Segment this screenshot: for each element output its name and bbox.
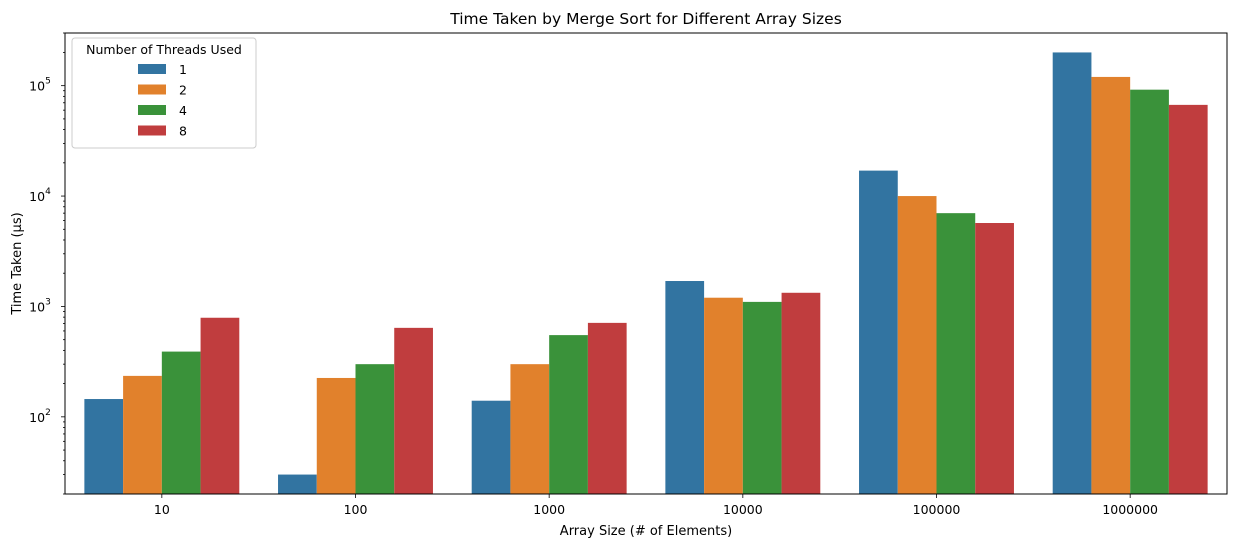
bar-10000-threads-1: [665, 281, 705, 494]
x-tick-label: 100000: [913, 502, 961, 517]
y-tick-label: 102: [29, 408, 51, 425]
bar-10-threads-8: [200, 317, 240, 494]
bar-1000000-threads-1: [1052, 52, 1092, 494]
y-tick-label: 104: [29, 187, 51, 204]
bar-1000-threads-2: [510, 364, 550, 494]
legend-label-8: 8: [179, 124, 187, 139]
legend-swatch-8: [138, 125, 166, 136]
bar-10000-threads-4: [742, 301, 782, 494]
legend-swatch-4: [138, 105, 166, 115]
bar-10000-threads-8: [781, 292, 821, 494]
bar-100000-threads-8: [975, 223, 1014, 494]
legend: Number of Threads Used 1 2 4 8: [71, 37, 257, 149]
bar-100-threads-2: [316, 377, 356, 494]
bar-100-threads-4: [355, 364, 395, 494]
x-tick-label: 1000: [533, 502, 565, 517]
plot-frame: [64, 32, 1228, 495]
y-tick-label: 103: [29, 297, 51, 314]
x-axis: 10 100 1000 10000 100000 1000000: [154, 494, 1158, 517]
bar-1000000-threads-8: [1168, 104, 1208, 495]
bar-100000-threads-2: [897, 196, 937, 494]
bar-100000-threads-4: [936, 213, 976, 494]
x-tick-label: 100: [344, 502, 368, 517]
y-tick-label: 105: [29, 77, 51, 94]
bar-10-threads-4: [161, 351, 201, 494]
chart-title: Time Taken by Merge Sort for Different A…: [449, 10, 842, 28]
y-axis-label: Time Taken (μs): [10, 212, 25, 315]
x-tick-label: 10000: [723, 502, 763, 517]
legend-label-1: 1: [179, 62, 187, 77]
bars-layer: [84, 52, 1208, 495]
legend-swatch-2: [138, 84, 166, 95]
bar-1000-threads-1: [471, 400, 511, 494]
bar-100000-threads-1: [859, 170, 898, 494]
bar-1000-threads-8: [587, 322, 627, 494]
bar-10000-threads-2: [704, 297, 743, 494]
x-tick-label: 1000000: [1102, 502, 1158, 517]
x-tick-label: 10: [154, 502, 170, 517]
legend-label-2: 2: [179, 83, 187, 98]
legend-label-4: 4: [179, 103, 187, 118]
legend-swatch-1: [138, 64, 166, 74]
bar-10-threads-2: [123, 375, 162, 494]
bar-1000000-threads-2: [1091, 76, 1131, 495]
bar-10-threads-1: [84, 399, 124, 494]
bar-100-threads-1: [278, 474, 317, 494]
legend-title: Number of Threads Used: [86, 42, 242, 57]
bar-1000-threads-4: [549, 335, 588, 494]
x-axis-label: Array Size (# of Elements): [560, 524, 732, 539]
bar-1000000-threads-4: [1130, 89, 1169, 495]
bar-100-threads-8: [394, 327, 433, 494]
y-axis: 102 103 104 105: [29, 32, 65, 495]
